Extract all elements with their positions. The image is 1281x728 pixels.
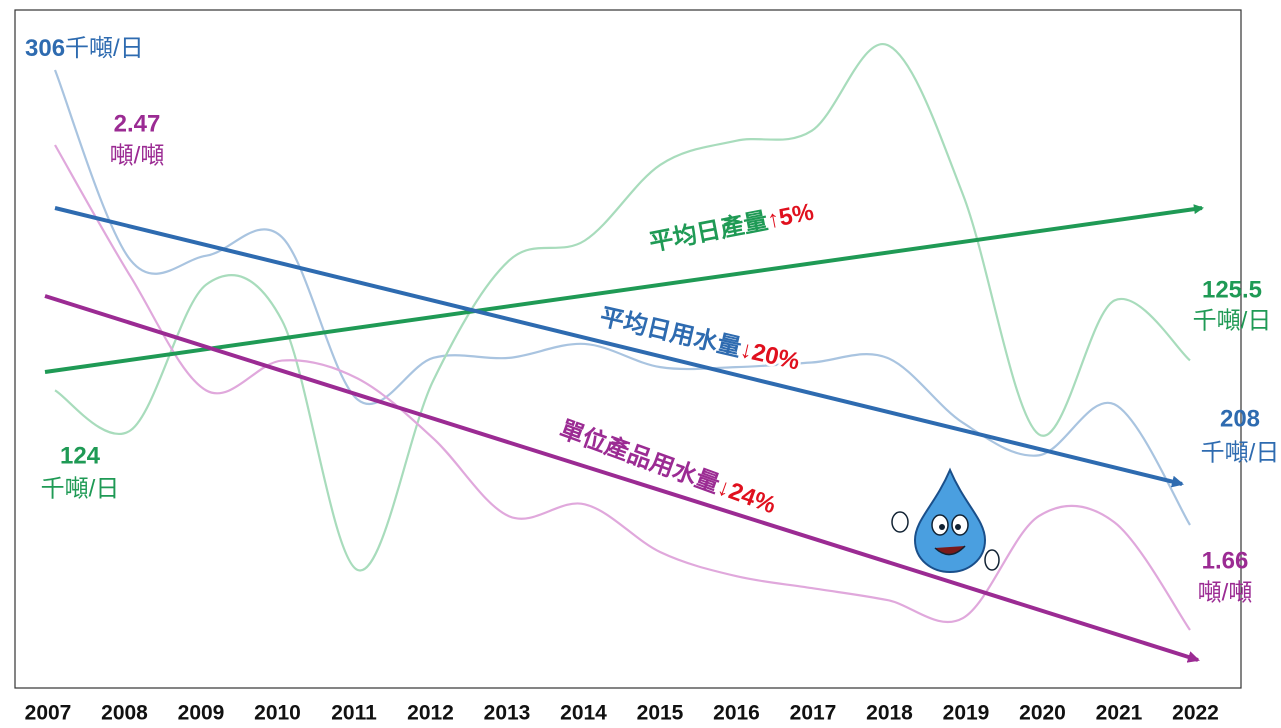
x-tick-label: 2020 — [1019, 702, 1066, 725]
unit: 千噸/日 — [65, 35, 144, 62]
data-label: 千噸/日 — [1201, 439, 1280, 466]
data-label: 2.47 — [114, 110, 161, 137]
x-tick-label: 2018 — [866, 702, 913, 725]
x-tick-label: 2007 — [25, 702, 72, 725]
trend-arrow — [45, 296, 1198, 660]
data-label: 125.5 — [1202, 276, 1262, 303]
data-label: 208 — [1220, 405, 1260, 432]
x-tick-label: 2010 — [254, 702, 301, 725]
data-label: 千噸/日 — [1193, 307, 1272, 334]
x-tick-label: 2017 — [790, 702, 837, 725]
x-tick-label: 2022 — [1172, 702, 1219, 725]
x-tick-label: 2009 — [178, 702, 225, 725]
x-tick-label: 2019 — [943, 702, 990, 725]
data-label: 1.66 — [1202, 547, 1249, 574]
data-label: 噸/噸 — [110, 142, 165, 169]
data-label: 噸/噸 — [1198, 579, 1253, 606]
data-label: 千噸/日 — [41, 475, 120, 502]
chart: 平均日產量↑5% 平均日用水量↓20% 單位產品用水量↓24% 20072008… — [0, 0, 1281, 728]
x-tick-label: 2013 — [484, 702, 531, 725]
data-label: 306千噸/日 — [25, 35, 144, 62]
x-tick-label: 2012 — [407, 702, 454, 725]
data-line — [55, 145, 1190, 630]
data-label: 124 — [60, 442, 101, 469]
x-tick-label: 2008 — [101, 702, 148, 725]
annotation: 平均日產量↑5% — [647, 198, 816, 257]
value: 306 — [25, 35, 65, 62]
x-tick-label: 2011 — [331, 702, 377, 725]
mascot — [892, 470, 999, 572]
x-tick-label: 2016 — [713, 702, 760, 725]
x-tick-label: 2014 — [560, 702, 607, 725]
x-tick-label: 2015 — [637, 702, 684, 725]
x-tick-label: 2021 — [1096, 702, 1143, 725]
